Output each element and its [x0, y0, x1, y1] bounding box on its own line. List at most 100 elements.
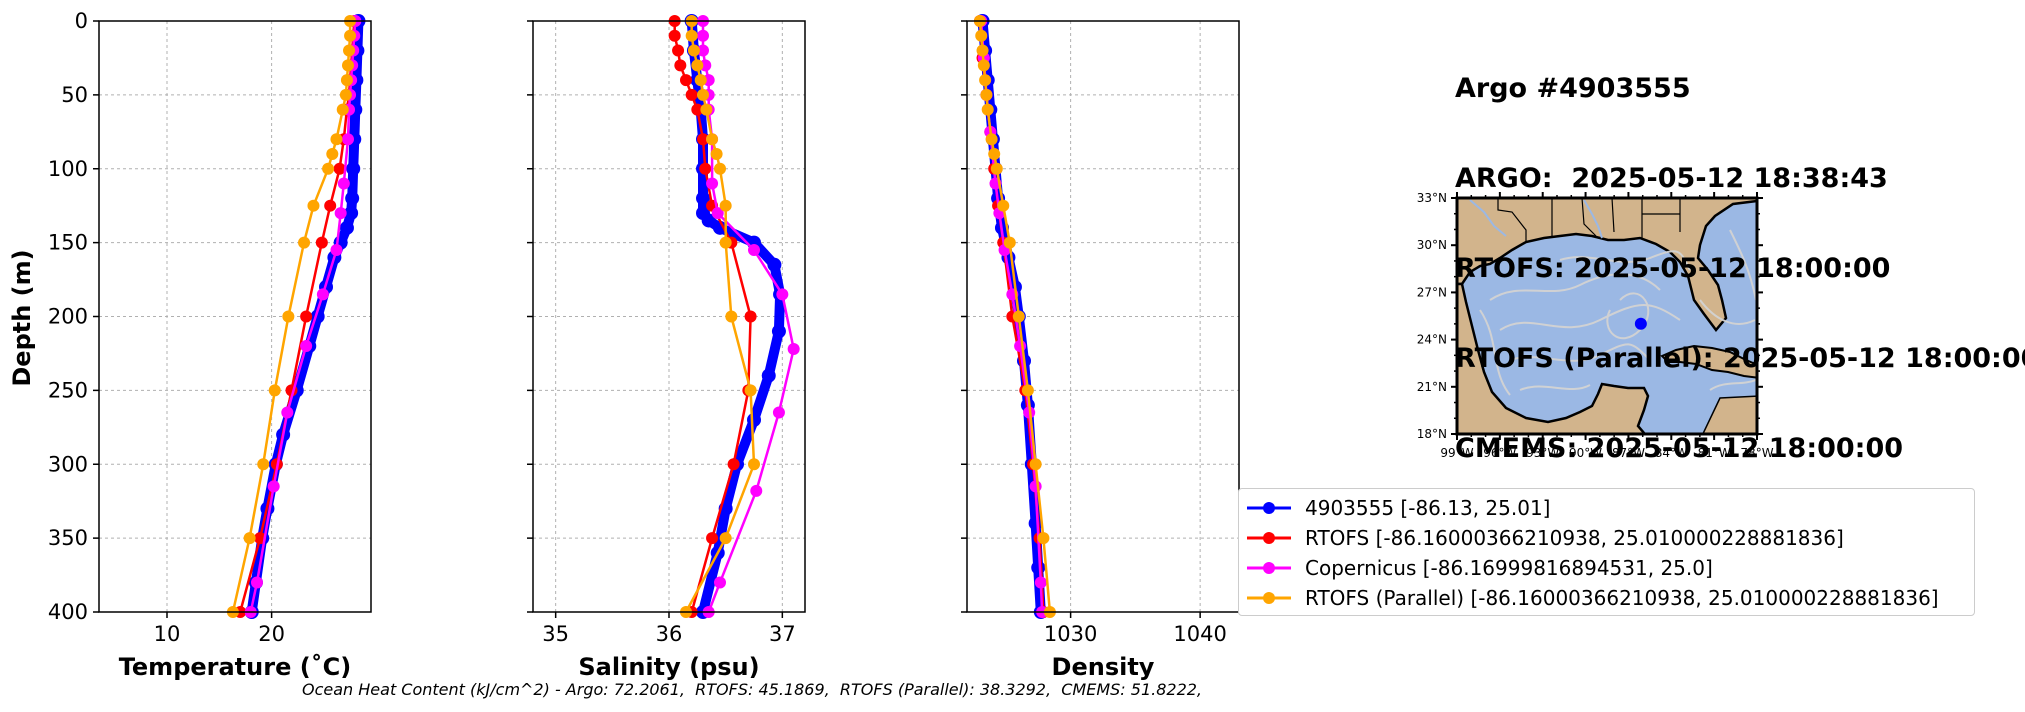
title-line-argo-time: ARGO: 2025-05-12 18:38:43: [1455, 163, 1888, 194]
data-point: [267, 480, 280, 493]
axes-frame: [98, 20, 372, 613]
data-point: [985, 133, 998, 146]
data-point: [326, 147, 339, 160]
data-point: [344, 206, 359, 221]
x-tick-label: 10: [154, 622, 181, 646]
data-point: [691, 59, 704, 72]
legend-label: 4903555 [-86.13, 25.01]: [1305, 496, 1551, 520]
legend-label: RTOFS [-86.16000366210938, 25.0100002288…: [1305, 526, 1844, 550]
data-point: [700, 103, 713, 116]
y-tick-label: 0: [75, 9, 88, 33]
map-lon-label: 78°W: [1740, 446, 1773, 460]
data-point: [300, 310, 313, 323]
data-point: [713, 220, 727, 235]
data-point: [787, 343, 800, 356]
map-lat-label: 27°N: [1417, 285, 1447, 299]
x-tick-label: 1030: [1044, 622, 1097, 646]
data-point: [750, 484, 763, 497]
data-point: [268, 384, 281, 397]
data-point: [282, 310, 295, 323]
data-point: [988, 147, 1001, 160]
data-point: [687, 44, 700, 57]
density-panel: 1030 1040 Density: [961, 14, 1240, 681]
data-point: [714, 162, 726, 175]
data-point: [699, 162, 712, 175]
map-state-border: [1497, 198, 1681, 242]
x-axis-label: Salinity (psu): [578, 653, 759, 681]
legend-entry-rtofs-parallel: RTOFS (Parallel) [-86.16000366210938, 25…: [1245, 583, 1939, 613]
data-point: [997, 199, 1010, 212]
map-land-caribbean: [1702, 395, 1757, 434]
location-map: 33°N 30°N 27°N 24°N 21°N 18°N 99°W 96°W 93°W 90°W…: [1417, 191, 1774, 460]
map-lon-label: 84°W: [1655, 446, 1688, 460]
data-point: [330, 133, 343, 146]
map-lat-label: 21°N: [1417, 380, 1447, 394]
data-point: [668, 29, 681, 42]
data-point: [696, 191, 710, 206]
map-lon-label: 90°W: [1569, 446, 1602, 460]
data-point: [1021, 384, 1034, 397]
data-point: [981, 103, 994, 116]
data-point: [711, 207, 724, 220]
data-point: [341, 59, 354, 72]
data-point: [691, 103, 704, 116]
y-tick-label: 350: [48, 526, 88, 550]
data-point: [979, 74, 992, 87]
data-point: [725, 310, 738, 323]
x-tick-label: 20: [258, 622, 285, 646]
data-point: [339, 220, 354, 235]
y-tick-label: 150: [48, 231, 88, 255]
depth-axis-label: Depth (m): [8, 249, 36, 386]
data-point: [339, 88, 352, 101]
data-point: [336, 103, 349, 116]
x-tick-label: 37: [769, 622, 796, 646]
data-point: [694, 74, 707, 87]
map-axis: 33°N 30°N 27°N 24°N 21°N 18°N 99°W 96°W 93°W 90°W…: [1417, 191, 1774, 460]
x-axis-label: Temperature (˚C): [119, 653, 352, 681]
title-line-rtofs-time: RTOFS: 2025-05-12 18:00:00: [1455, 253, 1891, 284]
data-point: [701, 213, 716, 228]
legend-entry-argo: 4903555 [-86.13, 25.01]: [1245, 493, 1550, 523]
data-point: [330, 244, 343, 257]
x-axis-label: Density: [1052, 653, 1155, 681]
legend-marker-copernicus: [1247, 562, 1291, 574]
map-lon-label: 87°W: [1612, 446, 1645, 460]
legend-label: Copernicus [-86.16999816894531, 25.0]: [1305, 556, 1713, 580]
data-point: [685, 88, 698, 101]
legend-label: RTOFS (Parallel) [-86.16000366210938, 25…: [1305, 586, 1939, 610]
map-lat-label: 30°N: [1417, 238, 1447, 252]
legend-marker-rtofs-parallel: [1247, 592, 1291, 604]
y-tick-label: 400: [48, 600, 88, 624]
data-point: [1029, 458, 1042, 471]
data-point: [298, 236, 311, 249]
x-tick-label: 1040: [1173, 622, 1226, 646]
data-point: [977, 59, 990, 72]
data-point: [697, 133, 709, 146]
map-lon-label: 99°W: [1440, 446, 1473, 460]
data-point: [706, 532, 719, 545]
legend-marker-argo: [1247, 502, 1291, 514]
data-point: [976, 44, 989, 57]
salinity-panel: 35 36 37 Salinity (psu): [527, 14, 806, 681]
data-point: [697, 29, 709, 42]
data-point: [250, 576, 263, 589]
data-point: [975, 29, 988, 42]
data-point: [344, 29, 357, 42]
data-point: [719, 236, 732, 249]
data-point: [714, 576, 726, 589]
legend-entry-rtofs: RTOFS [-86.16000366210938, 25.0100002288…: [1245, 523, 1844, 553]
y-tick-label: 300: [48, 452, 88, 476]
data-point: [307, 199, 320, 212]
data-point: [322, 162, 335, 175]
map-land-cuba: [1660, 344, 1757, 379]
data-point: [706, 133, 719, 146]
title-line-float: Argo #4903555: [1455, 73, 1691, 104]
data-point: [710, 147, 723, 160]
data-point: [990, 162, 1003, 175]
legend-marker-rtofs: [1247, 532, 1291, 544]
data-point: [340, 74, 353, 87]
y-tick-label: 200: [48, 305, 88, 329]
data-point: [719, 199, 732, 212]
data-point: [1014, 340, 1027, 353]
